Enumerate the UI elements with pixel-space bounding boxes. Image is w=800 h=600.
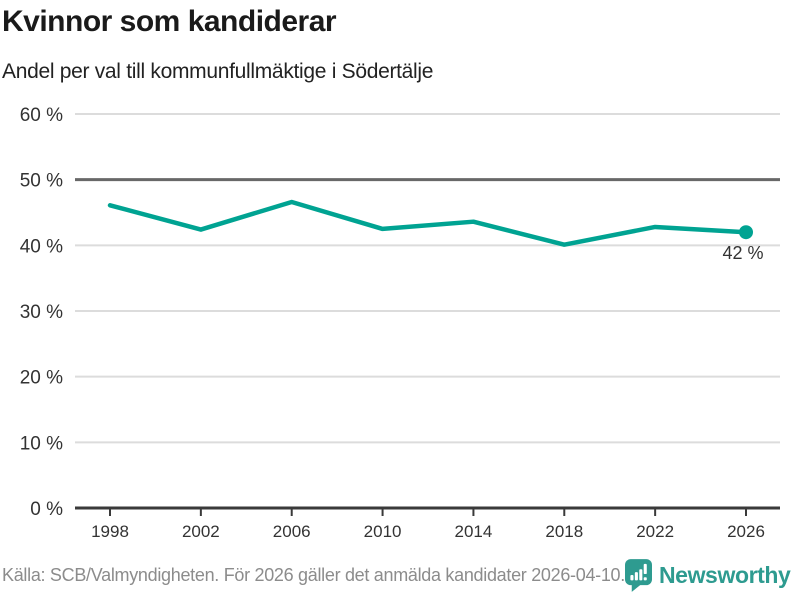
x-axis-label: 2006: [273, 522, 311, 541]
x-axis-label: 2010: [364, 522, 402, 541]
y-axis-label: 10 %: [20, 433, 63, 454]
y-axis-label: 50 %: [20, 171, 63, 192]
y-axis-label: 40 %: [20, 236, 63, 257]
x-axis-label: 2014: [455, 522, 493, 541]
x-axis-label: 2002: [182, 522, 220, 541]
page-title: Kvinnor som kandiderar: [2, 5, 337, 38]
newsworthy-logo-icon: [624, 558, 652, 592]
y-axis-label: 20 %: [20, 368, 63, 389]
x-axis-label: 2018: [545, 522, 583, 541]
newsworthy-logo: Newsworthy: [624, 558, 791, 592]
line-chart: 0 % 10 % 20 % 30 % 40 % 50 % 60 % 1998 2002 2006 2…: [20, 105, 780, 541]
page-subtitle: Andel per val till kommunfullmäktige i S…: [2, 60, 434, 83]
source-note: Källa: SCB/Valmyndigheten. För 2026 gäll…: [2, 564, 625, 585]
data-line: [107, 199, 749, 247]
end-point-marker: [739, 225, 753, 240]
y-axis-label: 60 %: [20, 105, 63, 126]
end-value-label: 42 %: [722, 243, 763, 263]
y-axis-label: 30 %: [20, 302, 63, 323]
x-axis-label: 2026: [727, 522, 765, 541]
x-axis-label: 2022: [636, 522, 674, 541]
newsworthy-wordmark: Newsworthy: [658, 561, 791, 588]
y-axis-label: 0 %: [30, 499, 63, 520]
x-axis-label: 1998: [91, 522, 129, 541]
footer: Källa: SCB/Valmyndigheten. För 2026 gäll…: [0, 556, 800, 600]
